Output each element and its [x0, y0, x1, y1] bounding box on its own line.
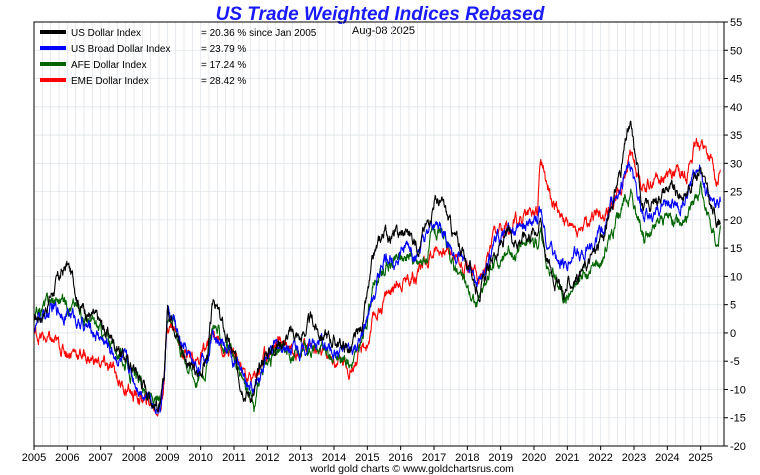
x-tick-label: 2010 [188, 452, 212, 464]
series-layer [33, 120, 721, 417]
series-line [33, 181, 721, 413]
x-tick-label: 2006 [55, 452, 79, 464]
x-tick-label: 2016 [388, 452, 412, 464]
y-tick-label: 25 [730, 187, 742, 199]
y-tick-label: 30 [730, 158, 742, 170]
x-tick-label: 2014 [322, 452, 346, 464]
y-tick-label: 20 [730, 215, 742, 227]
x-tick-label: 2017 [422, 452, 446, 464]
x-tick-label: 2023 [622, 452, 646, 464]
plot-frame [33, 21, 725, 447]
x-tick-label: 2013 [288, 452, 312, 464]
x-tick-label: 2019 [488, 452, 512, 464]
legend-value: = 28.42 % [201, 76, 246, 87]
y-tick-label: 15 [730, 243, 742, 255]
legend-entry: EME Dollar Index = 28.42 % [40, 76, 246, 87]
legend-value: = 20.36 % since Jan 2005 [201, 28, 317, 39]
y-tick-label: 5 [730, 300, 736, 312]
y-axis: -20 -15 -10 -5 0 5 10 15 20 25 30 35 40 45 50 55 [724, 17, 746, 453]
legend-label: US Broad Dollar Index [71, 44, 171, 55]
x-tick-label: 2020 [522, 452, 546, 464]
legend-value: = 23.79 % [201, 44, 246, 55]
legend-entry: AFE Dollar Index = 17.24 % [40, 60, 246, 71]
y-tick-label: -20 [730, 441, 746, 453]
x-tick-label: 2021 [555, 452, 579, 464]
series-line [33, 137, 721, 417]
legend-label: EME Dollar Index [71, 76, 149, 87]
x-tick-label: 2025 [688, 452, 712, 464]
x-tick-label: 2015 [355, 452, 379, 464]
y-tick-label: 45 [730, 74, 742, 86]
x-tick-label: 2005 [22, 452, 46, 464]
y-tick-label: 10 [730, 271, 742, 283]
y-tick-label: 0 [730, 328, 736, 340]
x-tick-label: 2009 [155, 452, 179, 464]
chart-footer: world gold charts © www.goldchartsrus.co… [309, 463, 514, 475]
legend-entry: US Dollar Index = 20.36 % since Jan 2005 [40, 28, 317, 39]
chart-title: US Trade Weighted Indices Rebased [216, 4, 545, 25]
y-tick-label: 55 [730, 17, 742, 29]
legend-value: = 17.24 % [201, 60, 246, 71]
x-tick-label: 2022 [588, 452, 612, 464]
grid [34, 21, 724, 447]
y-tick-label: 40 [730, 102, 742, 114]
series-line [33, 120, 721, 413]
y-tick-label: -5 [730, 356, 740, 368]
legend-label: AFE Dollar Index [71, 60, 147, 71]
x-tick-label: 2024 [655, 452, 679, 464]
x-axis: 2005 2006 2007 2008 2009 2010 2011 2012 2013 2014… [22, 446, 713, 464]
y-tick-label: 35 [730, 130, 742, 142]
legend-entry: US Broad Dollar Index = 23.79 % [40, 44, 246, 55]
x-tick-label: 2018 [455, 452, 479, 464]
x-tick-label: 2008 [122, 452, 146, 464]
x-tick-label: 2012 [255, 452, 279, 464]
y-tick-label: -15 [730, 413, 746, 425]
chart-date-label: Aug-08 2025 [352, 25, 415, 37]
legend: US Dollar Index = 20.36 % since Jan 2005U… [40, 28, 317, 87]
y-tick-label: 50 [730, 45, 742, 57]
legend-label: US Dollar Index [71, 28, 141, 39]
x-tick-label: 2011 [222, 452, 246, 464]
y-tick-label: -10 [730, 384, 746, 396]
x-tick-label: 2007 [88, 452, 112, 464]
